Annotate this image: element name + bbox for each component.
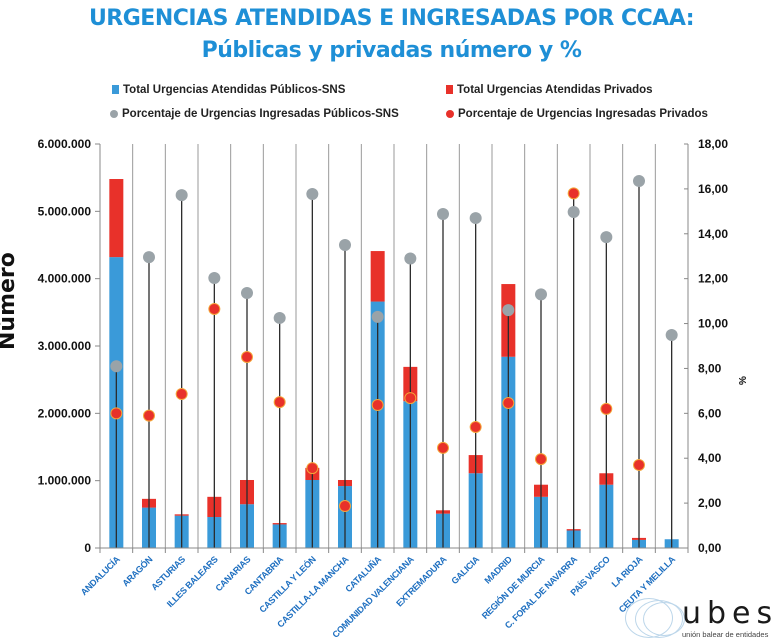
- logo-ring: [643, 602, 685, 636]
- y2-tick-label: 10,00: [698, 317, 728, 331]
- legend-marker-public-pct: [110, 110, 118, 118]
- chart-subtitle: Públicas y privadas número y %: [201, 38, 582, 63]
- point-private-pct: [502, 397, 515, 410]
- y-tick-label: 3.000.000: [38, 339, 92, 353]
- point-public-pct: [502, 304, 515, 317]
- point-private-pct: [208, 302, 221, 315]
- point-private-pct: [306, 462, 319, 475]
- point-private-pct: [600, 402, 613, 415]
- point-private-pct: [535, 453, 547, 466]
- point-public-pct: [404, 252, 417, 265]
- legend-swatch-public: [112, 85, 119, 94]
- bar-private: [370, 251, 385, 302]
- x-tick-label: ARAGÓN: [120, 554, 155, 589]
- y2-tick-label: 8,00: [698, 361, 722, 375]
- point-public-pct: [535, 288, 547, 301]
- x-tick-label: ANDALUCÍA: [79, 554, 123, 598]
- point-public-pct: [600, 231, 613, 244]
- legend-label: Porcentaje de Urgencias Ingresadas Públi…: [122, 108, 399, 120]
- y-tick-label: 6.000.000: [38, 137, 92, 151]
- point-private-pct: [633, 458, 645, 471]
- y2-tick-label: 12,00: [698, 272, 728, 286]
- y2-tick-label: 4,00: [698, 451, 722, 465]
- points: [110, 175, 678, 513]
- legend-item-public-pct: Porcentaje de Urgencias Ingresadas Públi…: [110, 108, 399, 120]
- ubes-logo: ubes unión balear de entidades: [625, 596, 775, 644]
- point-private-pct: [567, 187, 580, 200]
- point-public-pct: [339, 239, 351, 251]
- point-public-pct: [665, 329, 678, 342]
- chart-title: URGENCIAS ATENDIDAS E INGRESADAS POR CCA…: [88, 6, 695, 31]
- legend-label: Total Urgencias Atendidas Privados: [457, 84, 653, 96]
- point-private-pct: [469, 421, 482, 434]
- x-tick-label: CASTILLA Y LEÓN: [257, 554, 318, 615]
- point-public-pct: [633, 175, 645, 188]
- legend-marker-private-pct: [446, 110, 454, 118]
- point-public-pct: [110, 360, 123, 373]
- x-tick-label: MADRID: [482, 554, 514, 586]
- point-private-pct: [110, 407, 123, 420]
- y-axis-right: 0,00 2,00 4,00 6,00 8,00 10,00 12,00 14,00 16,00…: [684, 137, 749, 555]
- legend-item-public-bar: Total Urgencias Atendidas Públicos-SNS: [112, 84, 345, 96]
- point-private-pct: [437, 441, 449, 454]
- point-public-pct: [241, 287, 253, 300]
- legend-swatch-private: [446, 85, 453, 94]
- point-public-pct: [469, 212, 482, 225]
- y-tick-label: 0: [84, 541, 91, 555]
- y-tick-label: 2.000.000: [38, 406, 92, 420]
- y2-tick-label: 16,00: [698, 182, 728, 196]
- category-gridlines: [132, 144, 656, 548]
- y2-tick-label: 2,00: [698, 496, 722, 510]
- point-public-pct: [208, 271, 221, 284]
- point-private-pct: [241, 350, 253, 363]
- y2-tick-label: 6,00: [698, 406, 722, 420]
- y-tick-label: 4.000.000: [38, 272, 92, 286]
- legend-label: Total Urgencias Atendidas Públicos-SNS: [123, 84, 346, 96]
- y-axis-left: 0 1.000.000 2.000.000 3.000.000 4.000.000 5.0…: [38, 137, 101, 555]
- y2-tick-label: 0,00: [698, 541, 722, 555]
- y-tick-label: 5.000.000: [38, 204, 92, 218]
- point-public-pct: [306, 188, 319, 201]
- y2-axis-title: %: [738, 376, 749, 385]
- legend-label: Porcentaje de Urgencias Ingresadas Priva…: [458, 108, 708, 120]
- legend-item-private-pct: Porcentaje de Urgencias Ingresadas Priva…: [446, 108, 708, 120]
- point-private-pct: [371, 399, 384, 412]
- point-public-pct: [371, 310, 384, 323]
- x-tick-label: GALICIA: [449, 554, 481, 586]
- point-private-pct: [404, 392, 417, 405]
- point-public-pct: [175, 189, 188, 202]
- logo-word: ubes: [682, 596, 779, 631]
- point-public-pct: [273, 311, 286, 324]
- point-private-pct: [273, 396, 286, 409]
- logo-subtitle: unión balear de entidades: [682, 630, 769, 639]
- y2-tick-label: 18,00: [698, 137, 728, 151]
- point-private-pct: [339, 500, 351, 513]
- point-public-pct: [143, 251, 155, 264]
- y2-tick-label: 14,00: [698, 227, 728, 241]
- point-private-pct: [175, 388, 188, 401]
- point-public-pct: [567, 206, 580, 219]
- point-private-pct: [143, 409, 155, 422]
- stems: [115, 181, 673, 548]
- point-public-pct: [437, 208, 449, 221]
- legend-item-private-bar: Total Urgencias Atendidas Privados: [446, 84, 653, 96]
- y-tick-label: 1.000.000: [38, 474, 92, 488]
- bar-private: [109, 179, 124, 258]
- x-tick-label: REGIÓN DE MURCIA: [479, 553, 547, 621]
